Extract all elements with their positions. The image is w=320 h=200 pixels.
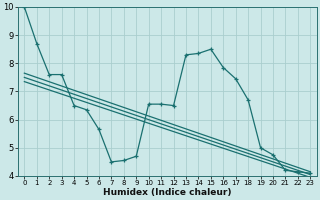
X-axis label: Humidex (Indice chaleur): Humidex (Indice chaleur) <box>103 188 232 197</box>
